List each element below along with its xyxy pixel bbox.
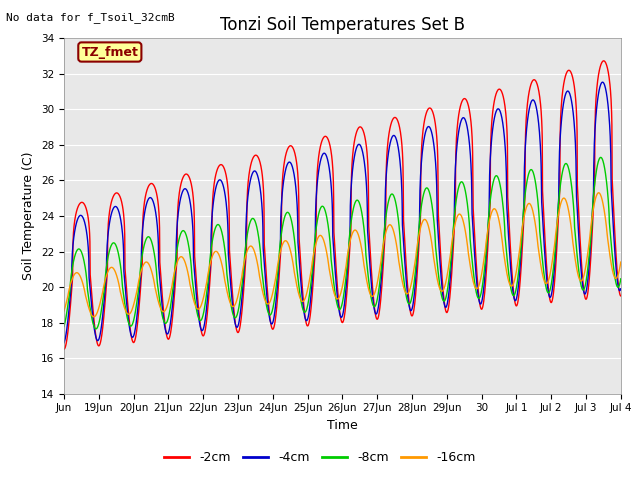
Line: -4cm: -4cm xyxy=(64,82,621,343)
-2cm xyxy=(331,243,339,249)
-8cm xyxy=(88,318,96,324)
-16cm xyxy=(499,242,506,248)
X-axis label: Time: Time xyxy=(327,419,358,432)
Text: No data for f_Tsoil_32cmB: No data for f_Tsoil_32cmB xyxy=(6,12,175,23)
Title: Tonzi Soil Temperatures Set B: Tonzi Soil Temperatures Set B xyxy=(220,16,465,34)
Line: -2cm: -2cm xyxy=(64,61,621,349)
-2cm xyxy=(499,91,506,96)
-16cm xyxy=(601,212,609,218)
Text: TZ_fmet: TZ_fmet xyxy=(81,46,138,59)
-4cm xyxy=(60,340,68,346)
-8cm xyxy=(499,200,506,206)
-8cm xyxy=(331,290,339,296)
-2cm xyxy=(88,300,96,306)
-16cm xyxy=(316,232,324,238)
-8cm xyxy=(602,169,609,175)
-8cm xyxy=(92,326,100,332)
-16cm xyxy=(595,190,603,196)
-2cm xyxy=(60,347,68,352)
-16cm xyxy=(617,259,625,265)
-8cm xyxy=(617,276,625,282)
-2cm xyxy=(600,58,607,64)
Y-axis label: Soil Temperature (C): Soil Temperature (C) xyxy=(22,152,35,280)
Line: -16cm: -16cm xyxy=(64,193,621,317)
-4cm xyxy=(499,118,506,124)
Legend: -2cm, -4cm, -8cm, -16cm: -2cm, -4cm, -8cm, -16cm xyxy=(159,446,481,469)
-8cm xyxy=(60,324,68,329)
-8cm xyxy=(601,167,609,173)
-4cm xyxy=(601,83,609,88)
Line: -8cm: -8cm xyxy=(64,157,621,329)
-4cm xyxy=(316,160,324,166)
-4cm xyxy=(331,262,339,268)
-2cm xyxy=(316,145,324,151)
-4cm xyxy=(601,83,609,89)
-16cm xyxy=(88,313,96,319)
-8cm xyxy=(597,155,605,160)
-16cm xyxy=(90,314,98,320)
-4cm xyxy=(88,311,96,316)
-16cm xyxy=(60,308,68,314)
-2cm xyxy=(601,59,609,64)
-8cm xyxy=(316,206,324,212)
-2cm xyxy=(601,59,609,64)
-2cm xyxy=(617,293,625,299)
-16cm xyxy=(602,214,609,220)
-16cm xyxy=(331,293,339,299)
-4cm xyxy=(598,79,606,85)
-4cm xyxy=(617,286,625,291)
